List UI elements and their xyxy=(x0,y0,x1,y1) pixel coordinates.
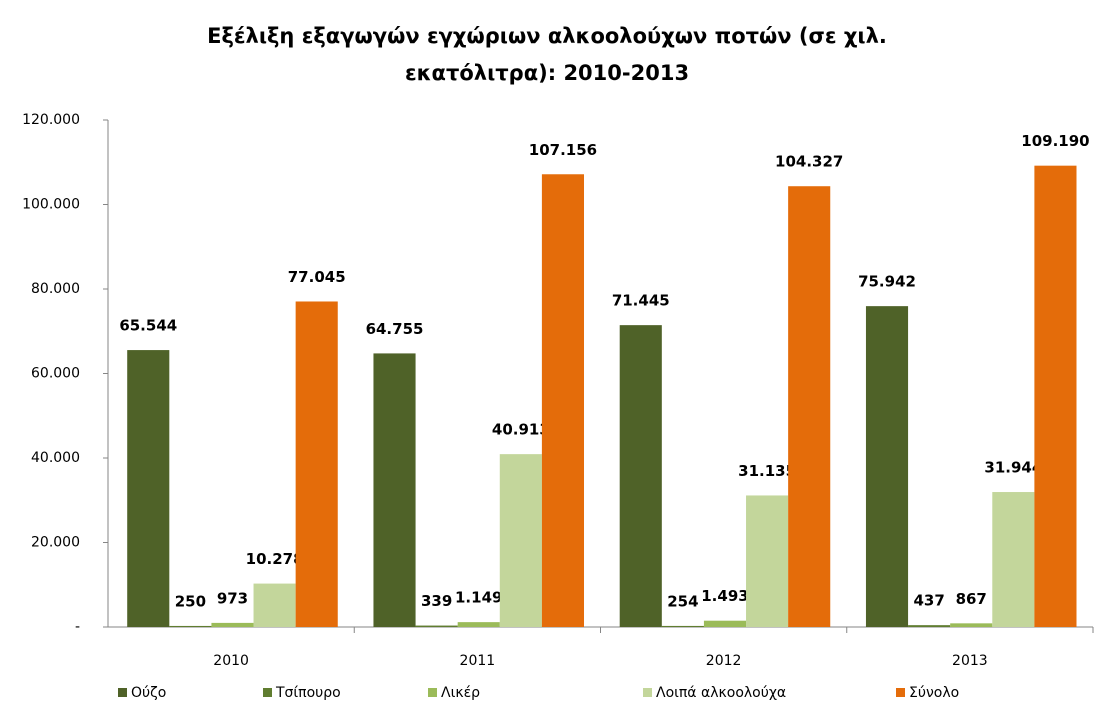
value-label: 437 xyxy=(913,592,944,610)
bar xyxy=(1034,165,1077,628)
bar xyxy=(295,301,338,627)
value-label: 31.135 xyxy=(738,462,796,480)
legend-swatch xyxy=(263,688,272,697)
value-label: 31.944 xyxy=(984,459,1042,477)
bar xyxy=(415,625,458,627)
bar xyxy=(127,350,170,627)
value-label: 65.544 xyxy=(119,317,177,335)
bar xyxy=(950,623,993,627)
legend-label: Ούζο xyxy=(131,685,166,701)
value-label: 867 xyxy=(956,590,987,608)
value-label: 254 xyxy=(667,592,698,610)
bar xyxy=(908,625,951,627)
value-label: 75.942 xyxy=(858,273,916,291)
y-tick-label: - xyxy=(75,619,80,635)
value-label: 973 xyxy=(217,589,248,607)
bar xyxy=(703,620,747,627)
y-tick-label: 40.000 xyxy=(31,450,80,466)
legend-label: Λοιπά αλκοολούχα xyxy=(656,685,786,701)
x-tick-label: 2012 xyxy=(706,653,742,669)
x-tick-label: 2010 xyxy=(213,653,249,669)
value-label: 64.755 xyxy=(366,320,424,338)
bar xyxy=(992,492,1035,627)
bar xyxy=(746,495,789,627)
y-tick-label: 20.000 xyxy=(31,535,80,551)
bar xyxy=(661,625,704,627)
x-tick-label: 2013 xyxy=(952,653,988,669)
value-label: 104.327 xyxy=(775,153,843,171)
value-label: 109.190 xyxy=(1021,132,1089,150)
legend-swatch xyxy=(118,688,127,697)
legend-swatch xyxy=(643,688,652,697)
bar xyxy=(788,186,831,627)
legend-label: Σύνολο xyxy=(909,685,959,701)
legend-swatch xyxy=(896,688,905,697)
legend-label: Λικέρ xyxy=(441,685,480,701)
bar xyxy=(541,174,585,627)
bar xyxy=(373,353,416,627)
bar xyxy=(169,625,212,627)
bar xyxy=(253,583,296,627)
x-tick-label: 2011 xyxy=(460,653,496,669)
value-label: 1.149 xyxy=(455,589,502,607)
y-tick-label: 120.000 xyxy=(22,112,80,128)
y-tick-label: 100.000 xyxy=(22,197,80,213)
bar xyxy=(211,622,254,627)
value-label: 71.445 xyxy=(612,292,670,310)
bar xyxy=(499,454,542,627)
value-label: 339 xyxy=(421,592,452,610)
legend-swatch xyxy=(428,688,437,697)
value-label: 1.493 xyxy=(701,587,748,605)
y-tick-label: 80.000 xyxy=(31,281,80,297)
value-label: 107.156 xyxy=(529,141,597,159)
value-label: 250 xyxy=(175,592,206,610)
value-label: 77.045 xyxy=(288,268,346,286)
legend-label: Τσίπουρο xyxy=(275,685,341,701)
bar xyxy=(865,306,909,627)
chart-title: Εξέλιξη εξαγωγών εγχώριων αλκοολούχων πο… xyxy=(207,24,887,85)
value-label: 40.913 xyxy=(492,421,550,439)
bar xyxy=(457,622,500,627)
value-label: 10.278 xyxy=(246,550,304,568)
y-tick-label: 60.000 xyxy=(31,366,80,382)
bar xyxy=(619,325,662,627)
